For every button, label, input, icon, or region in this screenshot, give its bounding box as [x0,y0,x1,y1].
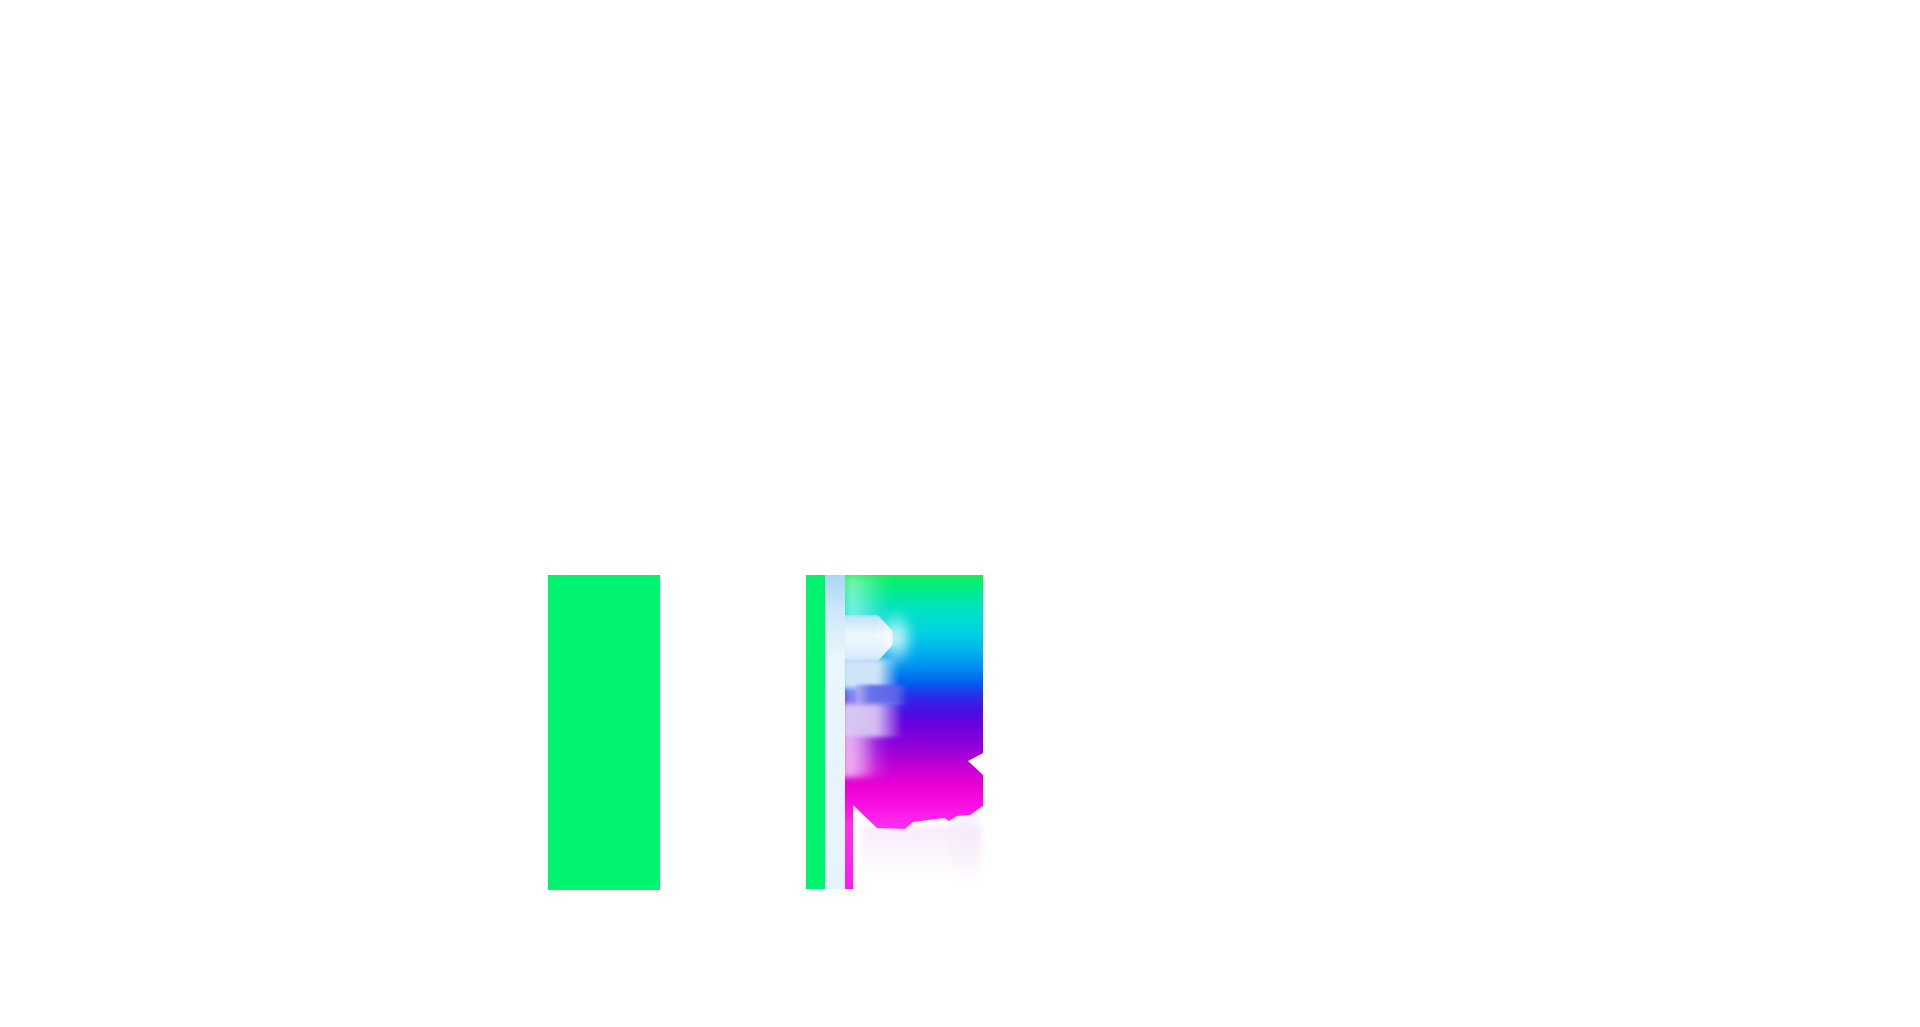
glyph-ice-stripe [825,575,845,889]
logo-green-block [548,575,660,890]
glyph-faint-streak [952,807,978,887]
mass-lavender-band [845,704,903,737]
mass-periwinkle-bar [856,685,908,705]
glyph-green-bar [806,575,825,889]
glyph-gradient-mass [845,575,983,889]
mass-mid-band [845,659,899,688]
mass-pink-fade [845,735,875,777]
logo-gradient-glyph [806,575,983,890]
mass-tip-glow [877,609,915,667]
